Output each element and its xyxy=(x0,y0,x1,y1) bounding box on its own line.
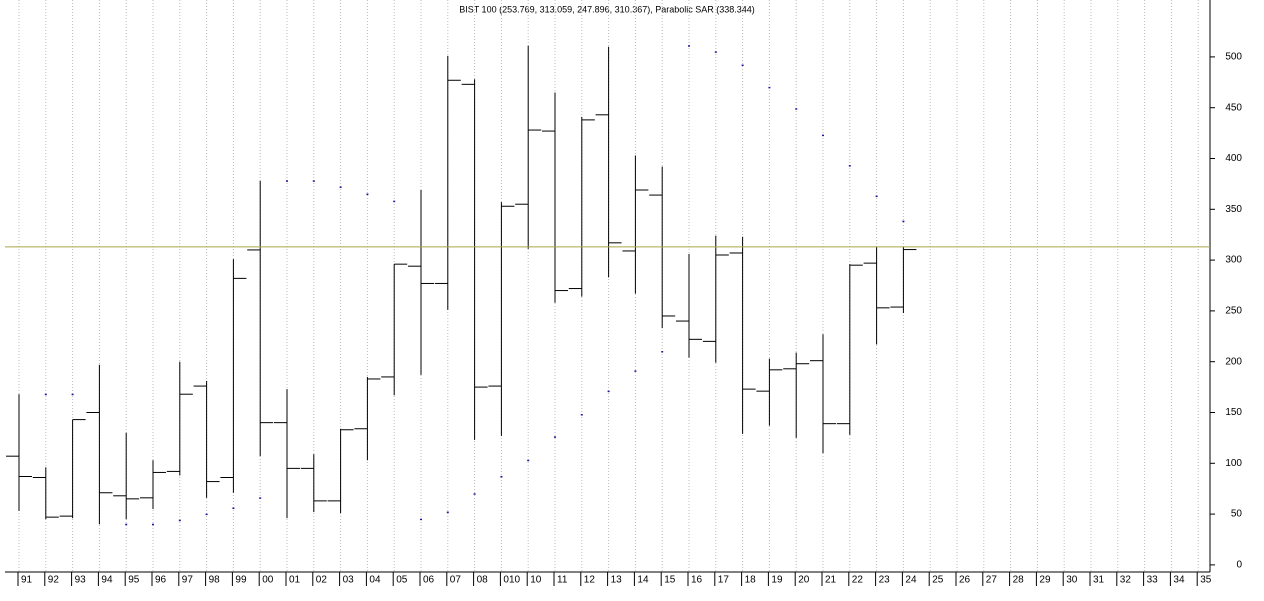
x-tick-label: 22 xyxy=(852,575,864,586)
sar-dot xyxy=(44,393,47,396)
sar-dot xyxy=(741,64,744,67)
x-tick-label: 33 xyxy=(1147,575,1159,586)
x-tick-label: 24 xyxy=(905,575,917,586)
y-tick-label: 450 xyxy=(1225,102,1242,113)
y-tick-label: 300 xyxy=(1225,255,1242,266)
x-tick-label: 14 xyxy=(637,575,649,586)
x-tick-label: 32 xyxy=(1120,575,1132,586)
sar-dot xyxy=(178,519,181,522)
x-tick-label: 03 xyxy=(343,575,355,586)
sar-dot xyxy=(714,51,717,53)
y-tick-label: 200 xyxy=(1225,356,1242,367)
sar-dot xyxy=(688,45,690,47)
sar-dot xyxy=(393,200,396,203)
x-tick-label: 25 xyxy=(932,575,944,586)
sar-dot xyxy=(661,351,664,353)
sar-dot xyxy=(795,108,798,110)
x-tick-label: 05 xyxy=(396,575,408,586)
x-tick-label: 01 xyxy=(289,575,301,586)
x-tick-label: 30 xyxy=(1066,575,1078,586)
sar-dot xyxy=(875,195,878,198)
sar-dot xyxy=(634,370,637,372)
y-tick-label: 50 xyxy=(1231,509,1243,520)
chart-title: BIST 100 (253.769, 313.059, 247.896, 310… xyxy=(459,4,755,14)
x-tick-label: 98 xyxy=(209,575,221,586)
x-tick-label: 13 xyxy=(611,575,623,586)
x-tick-label: 96 xyxy=(155,575,167,586)
sar-dot xyxy=(339,186,342,188)
sar-dot xyxy=(312,180,315,182)
sar-dot xyxy=(205,513,208,516)
y-tick-label: 0 xyxy=(1236,560,1242,571)
x-tick-label: 18 xyxy=(745,575,757,586)
x-tick-label: 95 xyxy=(128,575,140,586)
x-tick-label: 31 xyxy=(1093,575,1105,586)
x-tick-label: 92 xyxy=(48,575,60,586)
x-tick-label: 12 xyxy=(584,575,596,586)
sar-dot xyxy=(152,523,154,526)
x-tick-label: 20 xyxy=(798,575,810,586)
x-tick-label: 34 xyxy=(1173,575,1185,586)
sar-dot xyxy=(366,193,369,196)
y-tick-label: 400 xyxy=(1225,153,1242,164)
sar-dot xyxy=(420,518,422,521)
x-tick-label: 07 xyxy=(450,575,462,586)
sar-dot xyxy=(768,86,771,89)
x-tick-label: 10 xyxy=(530,575,542,586)
sar-dot xyxy=(848,165,851,167)
sar-dot xyxy=(527,459,530,462)
sar-dot xyxy=(580,414,583,416)
x-tick-label: 26 xyxy=(959,575,971,586)
x-tick-label: 35 xyxy=(1200,575,1212,586)
x-tick-label: 27 xyxy=(986,575,998,586)
x-tick-label: 11 xyxy=(557,575,568,586)
x-tick-label: 94 xyxy=(101,575,113,586)
sar-dot xyxy=(822,134,824,137)
x-tick-label: 23 xyxy=(879,575,891,586)
x-tick-label: 16 xyxy=(691,575,703,586)
sar-dot xyxy=(125,523,128,526)
x-tick-label: 93 xyxy=(75,575,87,586)
sar-dot xyxy=(607,390,610,393)
y-tick-label: 350 xyxy=(1225,204,1242,215)
y-tick-label: 250 xyxy=(1225,306,1242,317)
sar-dot xyxy=(71,393,74,396)
x-tick-label: 02 xyxy=(316,575,328,586)
x-tick-label: 04 xyxy=(369,575,381,586)
sar-dot xyxy=(446,511,449,514)
x-tick-label: 28 xyxy=(1013,575,1025,586)
sar-dot xyxy=(232,507,235,509)
x-tick-label: 21 xyxy=(825,575,837,586)
x-tick-label: 08 xyxy=(477,575,489,586)
y-tick-label: 500 xyxy=(1225,52,1242,63)
sar-dot xyxy=(286,180,288,182)
sar-dot xyxy=(473,493,476,495)
sar-dot xyxy=(500,475,503,478)
x-tick-label: 00 xyxy=(262,575,274,586)
sar-dot xyxy=(902,220,905,223)
x-tick-label: 19 xyxy=(771,575,783,586)
sar-dot xyxy=(259,497,262,499)
x-tick-label: 97 xyxy=(182,575,194,586)
y-tick-label: 100 xyxy=(1225,458,1242,469)
x-tick-label: 17 xyxy=(718,575,730,586)
x-tick-label: 29 xyxy=(1039,575,1051,586)
x-tick-label: 010 xyxy=(503,575,520,586)
x-tick-label: 91 xyxy=(21,575,33,586)
sar-dot xyxy=(554,436,556,438)
x-tick-label: 15 xyxy=(664,575,676,586)
x-tick-label: 06 xyxy=(423,575,435,586)
x-tick-label: 99 xyxy=(235,575,247,586)
y-tick-label: 150 xyxy=(1225,407,1242,418)
